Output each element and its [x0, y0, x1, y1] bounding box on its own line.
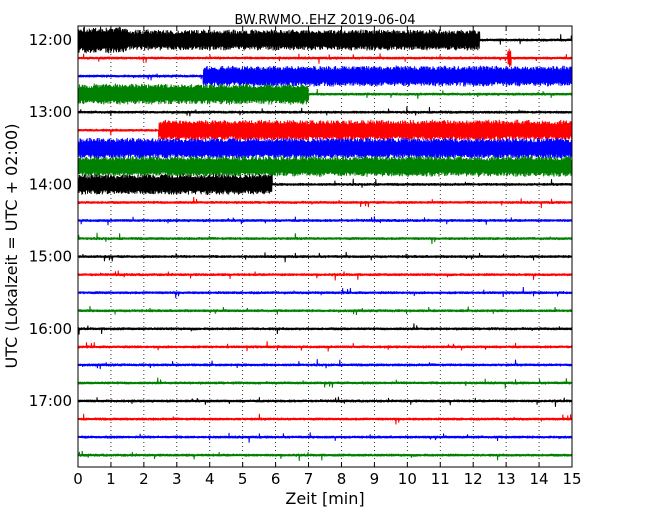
- trace-17:15: [77, 413, 573, 425]
- chart-title: BW.RWMO..EHZ 2019-06-04: [234, 13, 415, 28]
- x-tick-label: 13: [497, 470, 516, 488]
- x-tick-label: 0: [73, 470, 83, 488]
- trace-16:45: [77, 377, 573, 389]
- x-tick-label: 12: [464, 470, 483, 488]
- y-tick-label: 16:00: [29, 320, 72, 338]
- trace-17:45: [77, 450, 573, 461]
- vertical-grid: [110, 26, 540, 467]
- trace-16:15: [77, 341, 573, 352]
- x-tick-label: 11: [431, 470, 450, 488]
- y-tick-label: 13:00: [29, 103, 72, 121]
- x-tick-label: 8: [337, 470, 347, 488]
- trace-14:30: [77, 216, 573, 226]
- x-tick-label: 6: [271, 470, 281, 488]
- x-tick-label: 14: [530, 470, 549, 488]
- trace-16:00: [77, 323, 573, 335]
- trace-13:15: [77, 119, 573, 141]
- trace-14:00: [77, 173, 573, 196]
- y-tick-label: 12:00: [29, 31, 72, 49]
- trace-15:45: [77, 306, 573, 315]
- trace-16:30: [77, 359, 573, 370]
- y-tick-label: 14:00: [29, 175, 72, 193]
- trace-17:00: [77, 396, 573, 407]
- trace-17:30: [77, 432, 573, 443]
- trace-12:30: [77, 65, 573, 87]
- x-tick-label: 10: [398, 470, 417, 488]
- trace-13:00: [77, 106, 573, 117]
- y-axis-label: UTC (Lokalzeit = UTC + 02:00): [2, 124, 21, 369]
- trace-15:00: [77, 251, 573, 263]
- trace-15:15: [77, 270, 573, 281]
- x-tick-label: 7: [304, 470, 314, 488]
- plot-frame: [77, 25, 573, 468]
- trace-14:45: [77, 232, 573, 245]
- trace-13:30: [77, 137, 573, 159]
- trace-14:15: [77, 196, 573, 209]
- trace-12:45: [77, 83, 573, 105]
- trace-12:15: [77, 48, 573, 68]
- x-tick-label: 2: [139, 470, 149, 488]
- x-tick-label: 3: [172, 470, 182, 488]
- trace-12:00: [77, 26, 573, 54]
- x-axis-label: Zeit [min]: [285, 489, 364, 508]
- x-tick-label: 15: [562, 470, 581, 488]
- x-tick-label: 5: [238, 470, 248, 488]
- trace-13:45: [77, 155, 573, 178]
- x-tick-label: 1: [106, 470, 116, 488]
- y-tick-label: 15:00: [29, 248, 72, 266]
- axis-ticks: 0 1 2 3 4 5 6 7 8 9 10 11 12 13 14 1512:0013:0014:0015:…: [29, 26, 582, 488]
- trace-15:30: [77, 287, 573, 299]
- seismogram-traces: [77, 26, 573, 461]
- x-tick-label: 9: [370, 470, 380, 488]
- x-tick-label: 4: [205, 470, 215, 488]
- y-tick-label: 17:00: [29, 392, 72, 410]
